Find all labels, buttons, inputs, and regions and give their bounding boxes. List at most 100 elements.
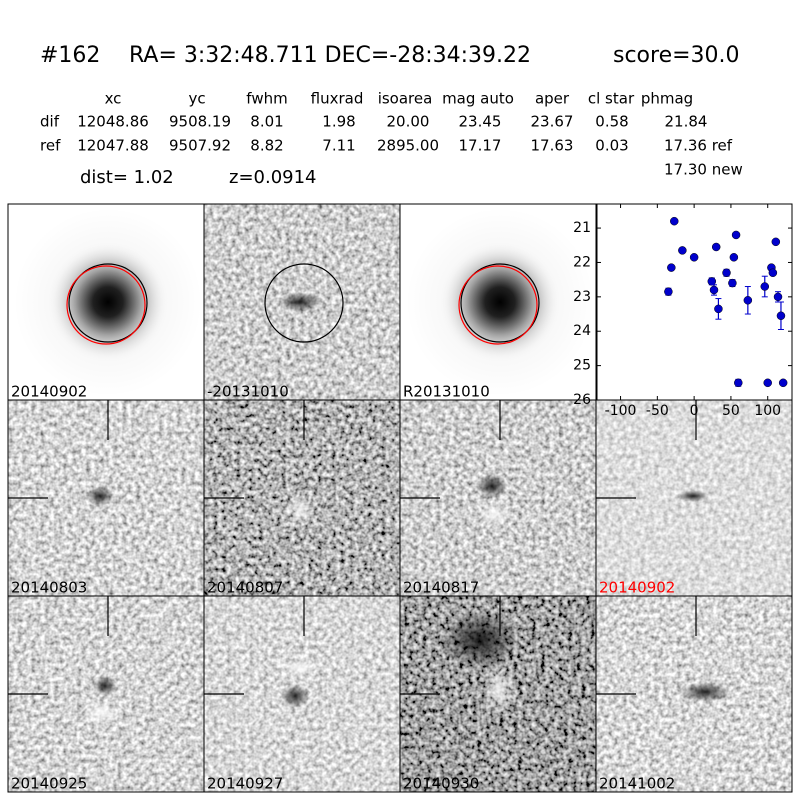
column-header: yc — [188, 90, 205, 108]
ref-aperture — [458, 265, 538, 345]
column-header: aper — [535, 90, 570, 108]
table-cell: 23.67 — [531, 113, 574, 131]
coordinates: RA= 3:32:48.711 DEC=-28:34:39.22 — [129, 43, 531, 68]
y-tick-label: 23 — [573, 289, 591, 305]
table-cell: 17.17 — [459, 137, 502, 155]
table-cell: 7.11 — [322, 137, 355, 155]
column-header: mag auto — [442, 90, 514, 108]
point — [664, 287, 673, 296]
x-tick-label: 50 — [722, 403, 740, 419]
table-cell: 17.63 — [531, 137, 574, 155]
column-header: phmag — [641, 90, 693, 108]
y-tick-label: 24 — [573, 323, 591, 339]
point — [728, 278, 737, 288]
source — [278, 292, 322, 312]
source — [679, 682, 731, 702]
galaxy-halo — [405, 207, 595, 397]
point — [773, 292, 783, 302]
point — [689, 253, 699, 262]
table-cell: 9508.19 — [169, 113, 231, 131]
x-tick-label: 0 — [690, 403, 699, 419]
point — [771, 237, 781, 247]
stamp-label: 20141002 — [599, 775, 675, 793]
stamp-frame — [595, 595, 793, 793]
source-residual — [284, 658, 316, 678]
point — [667, 263, 676, 272]
table-cell: 8.01 — [250, 113, 283, 131]
table-cell: 17.36 ref — [664, 137, 733, 155]
source — [93, 676, 117, 696]
x-tick-label: -100 — [605, 403, 637, 419]
source — [440, 610, 520, 670]
stamp-label: 20140807 — [207, 579, 283, 597]
stamp-label: 20140817 — [403, 579, 479, 597]
light-curve: -100 -50 0 50 100 21 22 23 24 25 26 — [573, 203, 793, 419]
table-cell: 8.82 — [250, 137, 283, 155]
table-cell: 1.98 — [322, 113, 355, 131]
aperture — [68, 263, 148, 343]
table-cell: 0.58 — [595, 113, 628, 131]
point — [714, 304, 723, 314]
y-tick-label: 22 — [573, 254, 591, 270]
point — [763, 378, 772, 388]
point — [734, 378, 743, 388]
point — [709, 285, 719, 295]
table-cell: 12047.88 — [77, 137, 149, 155]
redshift: z=0.0914 — [229, 167, 317, 188]
table-cell: 20.00 — [387, 113, 430, 131]
table-cell: 0.03 — [595, 137, 628, 155]
x-tick-label: 100 — [754, 403, 781, 419]
point — [722, 268, 731, 278]
point — [768, 268, 778, 278]
row-label: ref — [40, 137, 61, 155]
y-tick-label: 26 — [573, 392, 591, 408]
column-header: fwhm — [246, 90, 287, 108]
galaxy-halo — [13, 207, 203, 397]
stamp-grid: 20140902 -20131010 R20131010 20140803 201408… — [7, 203, 793, 793]
point — [729, 253, 739, 262]
ref-aperture — [66, 265, 146, 345]
column-header: fluxrad — [311, 90, 364, 108]
source-residual — [282, 496, 318, 524]
point — [707, 277, 717, 286]
table-cell: 12048.86 — [77, 113, 149, 131]
table-cell: 2895.00 — [377, 137, 439, 155]
source — [677, 490, 709, 502]
stamp-label: 20140925 — [11, 775, 87, 793]
stamp-label: R20131010 — [403, 383, 490, 401]
y-tick-label: 25 — [573, 358, 591, 374]
source-residual — [477, 503, 513, 527]
column-header: xc — [105, 90, 122, 108]
aperture — [264, 263, 344, 343]
source-residual — [484, 666, 516, 714]
table-cell: 23.45 — [459, 113, 502, 131]
stamp-label: 20140902 — [599, 579, 675, 597]
source — [281, 684, 309, 708]
table-cell: 21.84 — [665, 113, 708, 131]
plot-area — [596, 203, 793, 401]
source — [476, 474, 508, 498]
stamp-label: 20140930 — [403, 775, 479, 793]
source-residual — [82, 700, 122, 724]
aperture — [460, 263, 540, 343]
stamp-label: 20140803 — [11, 579, 87, 597]
candidate-id: #162 — [40, 43, 100, 68]
stamp-label: -20131010 — [207, 383, 289, 401]
point — [678, 246, 687, 255]
row-label: dif — [40, 113, 60, 131]
point — [776, 311, 786, 321]
point — [778, 378, 788, 388]
point — [731, 230, 741, 240]
y-tick-label: 21 — [573, 220, 591, 236]
stamp-label: 20140927 — [207, 775, 283, 793]
point — [760, 282, 770, 291]
extra-phmag: 17.30 new — [664, 161, 743, 179]
point — [670, 216, 679, 226]
table-cell: 9507.92 — [169, 137, 231, 155]
column-header: isoarea — [378, 90, 433, 108]
column-header: cl star — [588, 90, 635, 108]
score: score=30.0 — [613, 43, 740, 68]
x-tick-label: -50 — [646, 403, 669, 419]
